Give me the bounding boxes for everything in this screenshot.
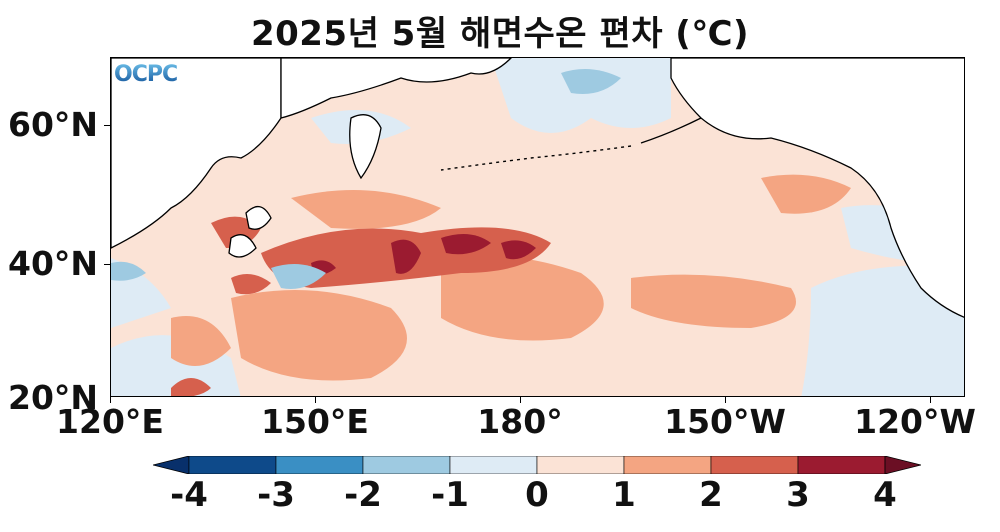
colorbar-tick-label: -4 (170, 475, 208, 515)
colorbar-tick-label: 3 (786, 475, 810, 515)
colorbar-tick-label: 0 (525, 475, 549, 515)
colorbar-tick-label: -3 (257, 475, 295, 515)
lon-tick (315, 397, 316, 403)
colorbar-bin (623, 456, 712, 474)
colorbar-tick-label: -2 (344, 475, 382, 515)
lat-label-40n: 40°N (8, 244, 99, 283)
colorbar-bin (362, 456, 451, 474)
anomaly-field (111, 58, 964, 396)
lat-tick (104, 125, 110, 126)
colorbar-bin (797, 456, 886, 474)
svg-text:OCPC: OCPC (114, 62, 177, 86)
lon-tick (110, 397, 111, 403)
lon-tick (520, 397, 521, 403)
colorbar-bin (536, 456, 625, 474)
colorbar-extend-high (884, 456, 921, 474)
colorbar-tick-label: 1 (612, 475, 636, 515)
lon-label-120w: 120°W (854, 402, 976, 441)
lon-tick (725, 397, 726, 403)
colorbar-tick-label: -1 (431, 475, 469, 515)
map-title: 2025년 5월 해면수온 편차 (℃) (250, 14, 750, 54)
lon-label-150e: 150°E (261, 402, 369, 441)
colorbar-extend-low (153, 456, 190, 474)
colorbar-bin (449, 456, 538, 474)
colorbar-bin (188, 456, 277, 474)
lon-label-180: 180° (477, 402, 563, 441)
colorbar-tick-label: 2 (699, 475, 723, 515)
colorbar-tick-label: 4 (873, 475, 897, 515)
lat-label-20n: 20°N (8, 378, 99, 417)
colorbar-bin (275, 456, 364, 474)
lon-tick (930, 397, 931, 403)
lon-label-120e: 120°E (56, 402, 164, 441)
colorbar (153, 456, 921, 474)
lat-label-60n: 60°N (8, 105, 99, 144)
ocpc-logo: OCPC (114, 60, 194, 92)
ocpc-logo-graphic: OCPC (114, 62, 178, 87)
anomaly-map (110, 57, 965, 397)
colorbar-bin (710, 456, 799, 474)
lat-tick (104, 264, 110, 265)
lon-label-150w: 150°W (664, 402, 786, 441)
